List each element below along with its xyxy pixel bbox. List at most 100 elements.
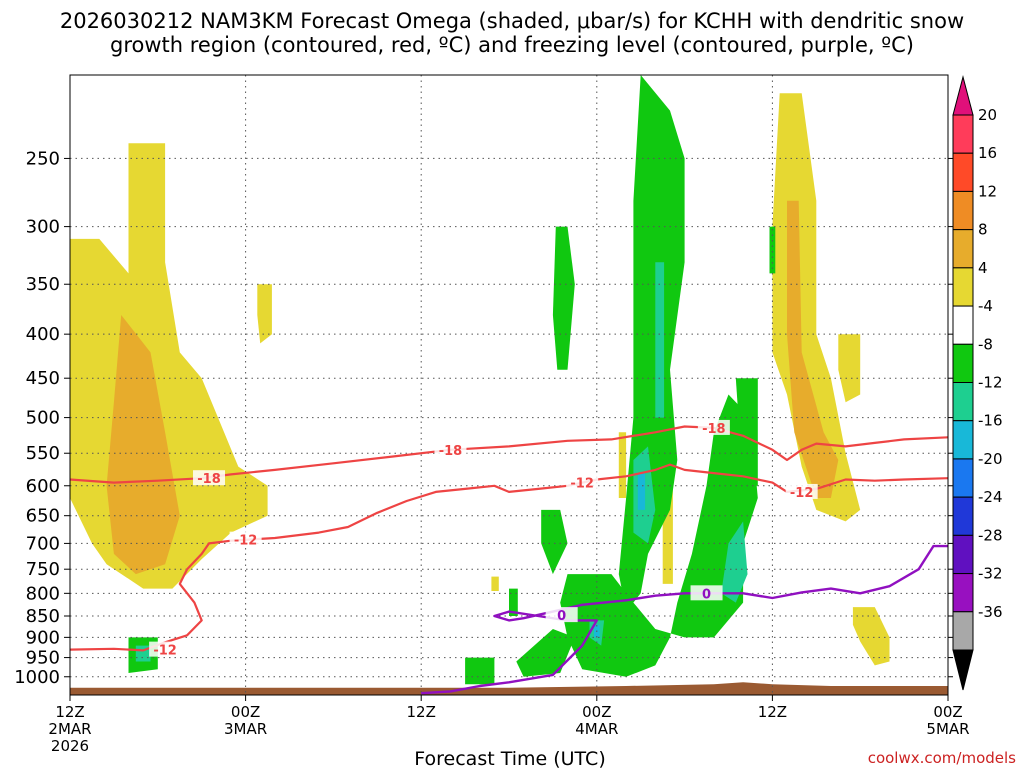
colorbar-label-1: 16 bbox=[978, 144, 997, 162]
colorbar-label-13: -36 bbox=[978, 603, 1003, 621]
colorbar-label-12: -32 bbox=[978, 565, 1003, 583]
y-tick-label-650: 650 bbox=[26, 506, 60, 527]
y-tick-label-250: 250 bbox=[26, 148, 60, 169]
colorbar-swatch-11 bbox=[952, 534, 974, 575]
contour-label-bg-0-0 bbox=[193, 470, 226, 486]
contour-label-bg-1-0 bbox=[149, 641, 182, 657]
y-tick-label-500: 500 bbox=[26, 408, 60, 429]
colorbar-bottom-arrow bbox=[952, 649, 974, 691]
contour-label-bg-0-1 bbox=[434, 441, 467, 457]
x-tick-label-0: 12Z bbox=[55, 703, 84, 721]
x-tick-label-5: 00Z bbox=[933, 703, 962, 721]
colorbar-swatch-6 bbox=[952, 343, 974, 383]
omega-region-19 bbox=[516, 629, 575, 677]
x-tick-date-3: 4MAR bbox=[575, 720, 618, 738]
y-tick-label-950: 950 bbox=[26, 648, 60, 669]
colorbar-label-7: -12 bbox=[978, 374, 1003, 392]
y-tick-label-1000: 1000 bbox=[14, 667, 60, 688]
contour-label-bg-1-3 bbox=[785, 483, 818, 499]
contour-label-bg-0-2 bbox=[697, 419, 730, 435]
contour-line-1 bbox=[70, 463, 948, 652]
y-tick-label-700: 700 bbox=[26, 533, 60, 554]
omega-region-14 bbox=[541, 509, 568, 575]
x-tick-date-0: 2MAR bbox=[48, 720, 91, 738]
chart-title-line2: growth region (contoured, red, ºC) and f… bbox=[110, 33, 914, 57]
omega-region-16 bbox=[735, 378, 758, 486]
contour-label-bg-1-1 bbox=[229, 531, 262, 547]
omega-region-26 bbox=[655, 262, 665, 418]
site-credit[interactable]: coolwx.com/models bbox=[868, 749, 1016, 767]
colorbar-swatch-10 bbox=[952, 496, 974, 536]
y-tick-label-800: 800 bbox=[26, 583, 60, 604]
contour-label-bg-2-0 bbox=[545, 607, 578, 623]
colorbar-label-3: 8 bbox=[978, 221, 988, 239]
contour-label-bg-1-2 bbox=[566, 474, 599, 490]
colorbar: 20 16 12 8 4 -4 -8 -12 -16 -20 -24 -28 -32 -36 bbox=[952, 75, 1003, 691]
contour-label-0-0: -18 bbox=[197, 472, 221, 487]
contour-label-2-1: 0 bbox=[702, 587, 711, 602]
terrain-fill bbox=[70, 682, 948, 695]
colorbar-label-6: -8 bbox=[978, 335, 993, 353]
colorbar-label-8: -16 bbox=[978, 412, 1003, 430]
omega-region-5 bbox=[838, 334, 861, 403]
y-tick-label-450: 450 bbox=[26, 368, 60, 389]
omega-region-12 bbox=[618, 75, 685, 612]
omega-region-23 bbox=[721, 521, 748, 603]
contour-layer: -18 -18 -18 -12 -12 -12 -12 0 0 bbox=[70, 419, 948, 695]
colorbar-swatch-13 bbox=[952, 611, 974, 651]
y-tick-label-750: 750 bbox=[26, 559, 60, 580]
colorbar-label-5: -4 bbox=[978, 297, 993, 315]
y-tick-label-400: 400 bbox=[26, 324, 60, 345]
colorbar-label-2: 12 bbox=[978, 182, 997, 200]
omega-region-15 bbox=[560, 394, 758, 677]
contour-label-2-0: 0 bbox=[557, 609, 566, 624]
colorbar-swatch-0 bbox=[952, 114, 974, 154]
x-tick-label-3: 00Z bbox=[582, 703, 611, 721]
y-tick-label-850: 850 bbox=[26, 606, 60, 627]
x-tick-date-5: 5MAR bbox=[926, 720, 969, 738]
contour-label-1-3: -12 bbox=[790, 486, 814, 501]
colorbar-label-10: -24 bbox=[978, 488, 1003, 506]
y-tick-label-550: 550 bbox=[26, 443, 60, 464]
colorbar-swatch-12 bbox=[952, 573, 974, 613]
colorbar-swatch-4 bbox=[952, 267, 974, 307]
x-axis-title: Forecast Time (UTC) bbox=[414, 748, 605, 768]
colorbar-swatch-3 bbox=[952, 229, 974, 269]
y-tick-label-600: 600 bbox=[26, 476, 60, 497]
colorbar-swatch-7 bbox=[952, 382, 974, 422]
omega-region-13 bbox=[552, 226, 575, 370]
x-tick-date-1: 3MAR bbox=[224, 720, 267, 738]
colorbar-swatch-8 bbox=[952, 420, 974, 460]
omega-region-4 bbox=[787, 200, 839, 499]
plot-frame bbox=[69, 74, 949, 696]
x-tick-label-4: 12Z bbox=[758, 703, 787, 721]
omega-region-7 bbox=[618, 432, 627, 498]
colorbar-swatch-9 bbox=[952, 458, 974, 498]
chart-title-line1: 2026030212 NAM3KM Forecast Omega (shaded… bbox=[59, 9, 965, 33]
omega-region-18 bbox=[465, 657, 495, 685]
omega-region-2 bbox=[257, 284, 272, 344]
omega-shading-layer bbox=[70, 75, 890, 685]
omega-region-9 bbox=[491, 576, 499, 591]
colorbar-swatch-1 bbox=[952, 152, 974, 192]
colorbar-label-11: -28 bbox=[978, 526, 1003, 544]
omega-region-21 bbox=[509, 588, 518, 616]
contour-label-0-2: -18 bbox=[702, 422, 726, 437]
omega-region-6 bbox=[852, 607, 890, 666]
omega-region-1 bbox=[106, 315, 180, 575]
x-tick-label-2: 12Z bbox=[407, 703, 436, 721]
x-tick-year-0: 2026 bbox=[51, 737, 89, 755]
colorbar-swatch-5 bbox=[952, 305, 974, 345]
colorbar-label-4: 4 bbox=[978, 259, 988, 277]
x-tick-label-1: 00Z bbox=[231, 703, 260, 721]
omega-region-17 bbox=[769, 226, 776, 274]
contour-label-1-2: -12 bbox=[570, 477, 594, 492]
omega-region-27 bbox=[637, 473, 646, 510]
y-tick-label-350: 350 bbox=[26, 274, 60, 295]
colorbar-swatch-2 bbox=[952, 190, 974, 231]
colorbar-label-9: -20 bbox=[978, 450, 1003, 468]
y-tick-label-900: 900 bbox=[26, 627, 60, 648]
y-axis-ticks: 2503003504004505005506006507007508008509… bbox=[14, 148, 953, 688]
